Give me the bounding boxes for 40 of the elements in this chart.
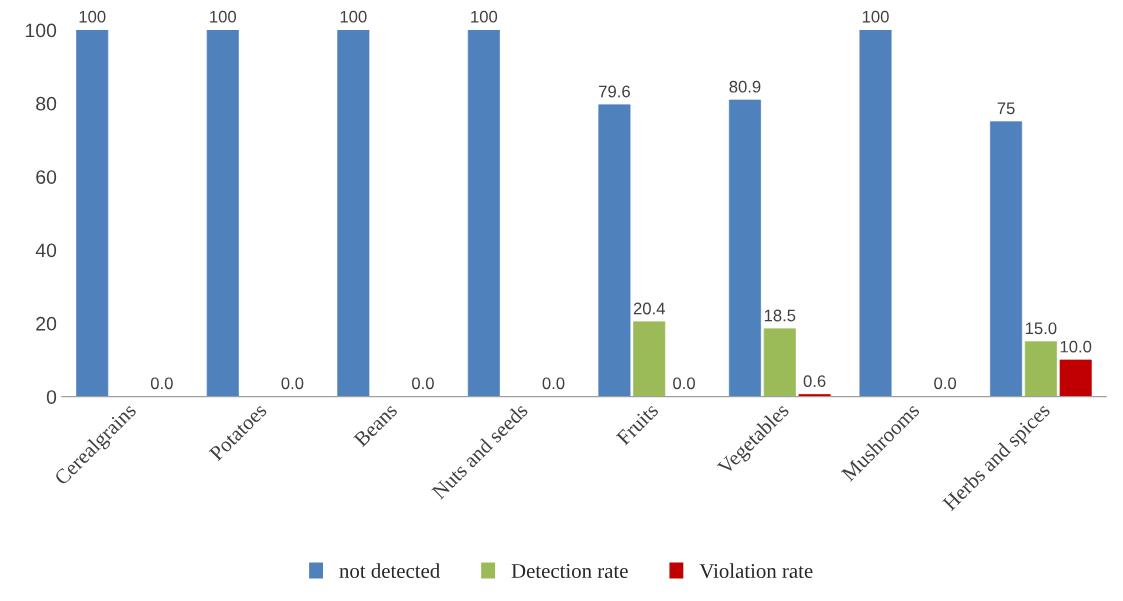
y-tick-label: 60 bbox=[36, 170, 57, 184]
data-label: 0.6 bbox=[803, 375, 826, 387]
data-label: 100 bbox=[210, 10, 237, 23]
bar bbox=[337, 30, 370, 397]
bar bbox=[467, 30, 500, 397]
data-label: 100 bbox=[862, 10, 889, 23]
y-tick-label: 0 bbox=[46, 390, 57, 404]
bar bbox=[728, 99, 761, 397]
data-label: 18.5 bbox=[764, 309, 796, 322]
bar bbox=[1059, 359, 1092, 397]
data-label: 80.9 bbox=[729, 80, 761, 93]
y-tick-label: 40 bbox=[35, 243, 57, 258]
data-label: 0.0 bbox=[673, 377, 695, 390]
data-label: 100 bbox=[79, 10, 106, 23]
data-label: 100 bbox=[340, 10, 367, 23]
bar bbox=[990, 121, 1023, 397]
data-label: 0.0 bbox=[934, 377, 957, 390]
data-label: 15.0 bbox=[1025, 322, 1057, 335]
bar bbox=[1024, 341, 1057, 397]
bar bbox=[598, 104, 631, 397]
data-label: 100 bbox=[471, 10, 498, 23]
legend-label: Detection rate bbox=[511, 564, 628, 579]
data-label: 0.0 bbox=[281, 377, 304, 390]
data-label: 10.0 bbox=[1060, 340, 1092, 353]
bar bbox=[763, 328, 796, 397]
bar bbox=[633, 321, 666, 397]
bar bbox=[206, 30, 239, 397]
bar bbox=[859, 30, 892, 397]
legend-label: Violation rate bbox=[699, 563, 813, 579]
y-tick-label: 20 bbox=[36, 316, 57, 331]
y-tick-label: 100 bbox=[25, 23, 57, 38]
data-label: 79.6 bbox=[599, 85, 630, 98]
y-tick-label: 80 bbox=[36, 96, 57, 111]
data-label: 75 bbox=[997, 102, 1015, 115]
data-label: 20.4 bbox=[633, 302, 665, 315]
legend-label: not detected bbox=[339, 563, 440, 579]
data-label: 0.0 bbox=[150, 377, 173, 390]
data-label: 0.0 bbox=[412, 377, 434, 390]
bar bbox=[76, 30, 109, 397]
data-label: 0.0 bbox=[542, 377, 565, 390]
